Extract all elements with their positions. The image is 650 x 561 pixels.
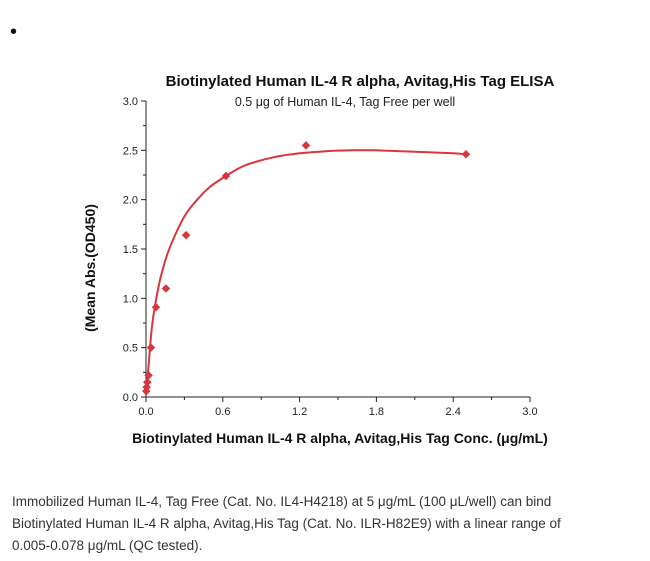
y-tick-label: 2.5 xyxy=(123,145,138,157)
y-tick-label: 0.5 xyxy=(123,343,138,355)
x-tick-label: 0.6 xyxy=(215,406,230,418)
fit-curve xyxy=(145,149,467,396)
x-tick-label: 2.4 xyxy=(446,406,461,418)
x-tick-label: 1.8 xyxy=(369,406,384,418)
data-point xyxy=(461,149,471,159)
chart-subtitle: 0.5 μg of Human IL-4, Tag Free per well xyxy=(235,95,455,109)
data-point xyxy=(161,284,171,293)
caption-line-3: 0.005-0.078 μg/mL (QC tested). xyxy=(12,538,203,553)
x-tick-label: 3.0 xyxy=(522,406,537,418)
chart-title: Biotinylated Human IL-4 R alpha, Avitag,… xyxy=(166,73,555,90)
data-point xyxy=(181,230,191,240)
data-point xyxy=(301,141,311,150)
y-tick-label: 3.0 xyxy=(123,96,138,108)
figure-caption: Immobilized Human IL-4, Tag Free (Cat. N… xyxy=(12,491,640,557)
y-tick-label: 2.0 xyxy=(123,195,138,207)
x-tick-label: 1.2 xyxy=(292,406,307,418)
caption-line-1: Immobilized Human IL-4, Tag Free (Cat. N… xyxy=(12,494,552,509)
y-axis-label: (Mean Abs.(OD450) xyxy=(82,204,98,332)
data-point xyxy=(151,302,161,312)
data-point xyxy=(144,370,153,380)
elisa-chart: Biotinylated Human IL-4 R alpha, Avitag,… xyxy=(82,73,555,446)
data-point xyxy=(142,377,152,387)
bullet-marker: • xyxy=(10,21,18,43)
caption-line-2: Biotinylated Human IL-4 R alpha, Avitag,… xyxy=(12,516,561,531)
y-tick-label: 1.5 xyxy=(123,244,138,256)
x-axis-label: Biotinylated Human IL-4 R alpha, Avitag,… xyxy=(132,430,548,446)
data-point xyxy=(221,171,231,181)
y-tick-label: 1.0 xyxy=(123,293,138,305)
data-point xyxy=(146,343,156,353)
x-tick-label: 0.0 xyxy=(138,406,153,418)
y-tick-label: 0.0 xyxy=(123,392,138,404)
